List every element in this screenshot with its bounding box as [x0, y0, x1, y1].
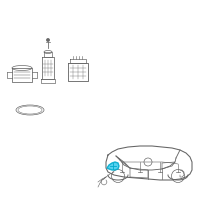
- Circle shape: [47, 39, 49, 41]
- Polygon shape: [107, 162, 119, 170]
